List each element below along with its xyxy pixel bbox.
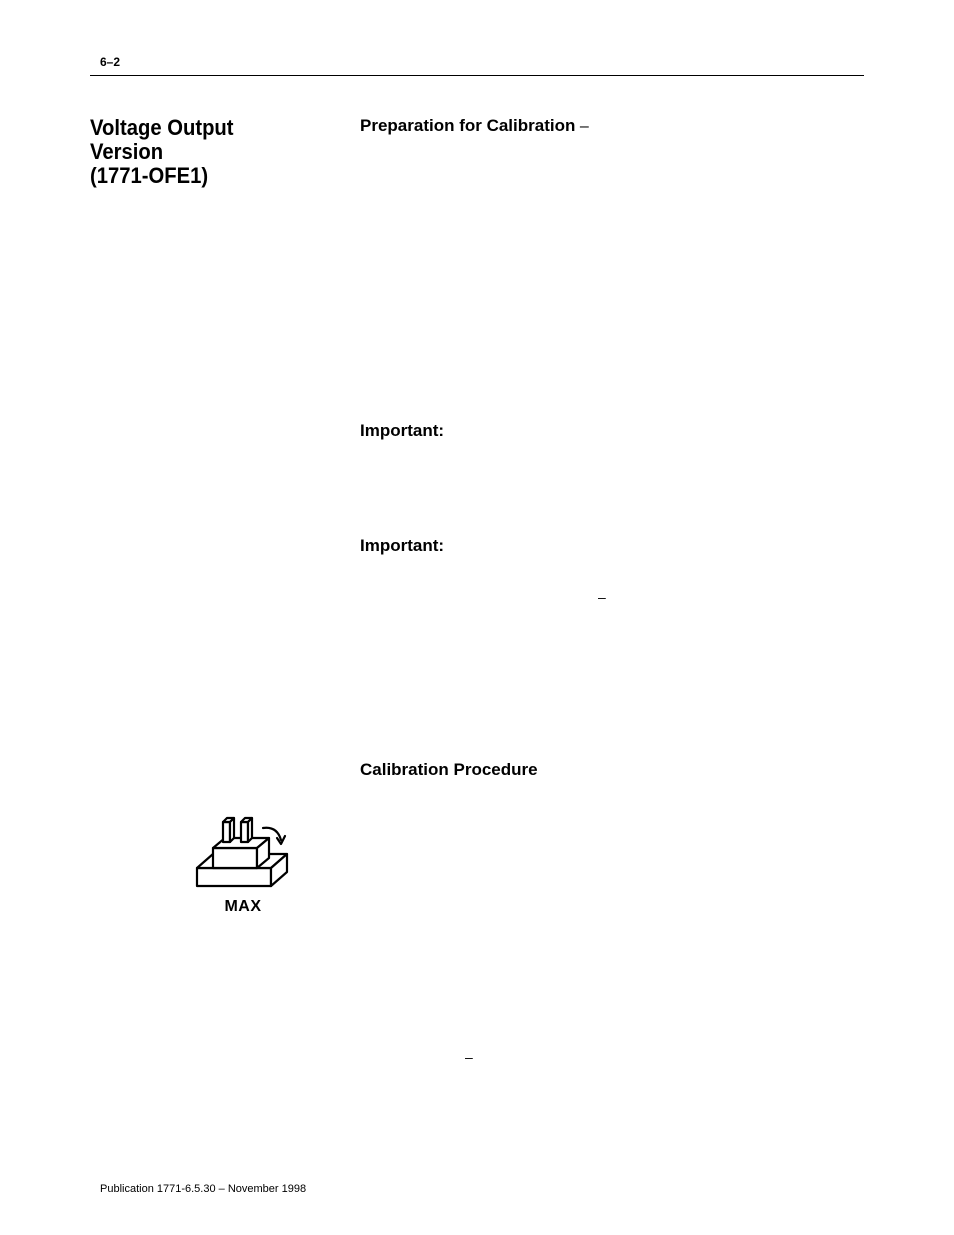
- left-column: Voltage Output Version (1771-OFE1): [90, 116, 320, 189]
- potentiometer-icon: [195, 808, 291, 894]
- important-label-1: Important:: [360, 421, 444, 440]
- top-rule: [90, 75, 864, 76]
- calibration-label: Calibration Procedure: [360, 760, 538, 779]
- max-label: MAX: [195, 898, 291, 916]
- preparation-dash: –: [575, 118, 588, 135]
- section-title-line1: Voltage Output Version: [90, 115, 234, 164]
- right-column: Preparation for Calibration – Important:…: [360, 116, 864, 780]
- mid-dash: –: [598, 589, 606, 605]
- potentiometer-figure: MAX: [195, 808, 291, 916]
- important-label-2: Important:: [360, 536, 444, 555]
- preparation-heading: Preparation for Calibration –: [360, 116, 864, 136]
- important-block-1: Important:: [360, 421, 864, 441]
- calibration-heading-block: Calibration Procedure: [360, 760, 864, 780]
- section-title-line2: (1771-OFE1): [90, 163, 208, 188]
- section-title: Voltage Output Version (1771-OFE1): [90, 116, 302, 189]
- publication-footer: Publication 1771-6.5.30 – November 1998: [100, 1183, 306, 1195]
- preparation-label: Preparation for Calibration: [360, 116, 575, 135]
- lower-dash: –: [465, 1049, 473, 1065]
- content-row: Voltage Output Version (1771-OFE1) Prepa…: [90, 116, 864, 780]
- page-number: 6–2: [90, 55, 864, 69]
- page-container: 6–2 Voltage Output Version (1771-OFE1) P…: [0, 0, 954, 1235]
- important-block-2: Important:: [360, 536, 864, 556]
